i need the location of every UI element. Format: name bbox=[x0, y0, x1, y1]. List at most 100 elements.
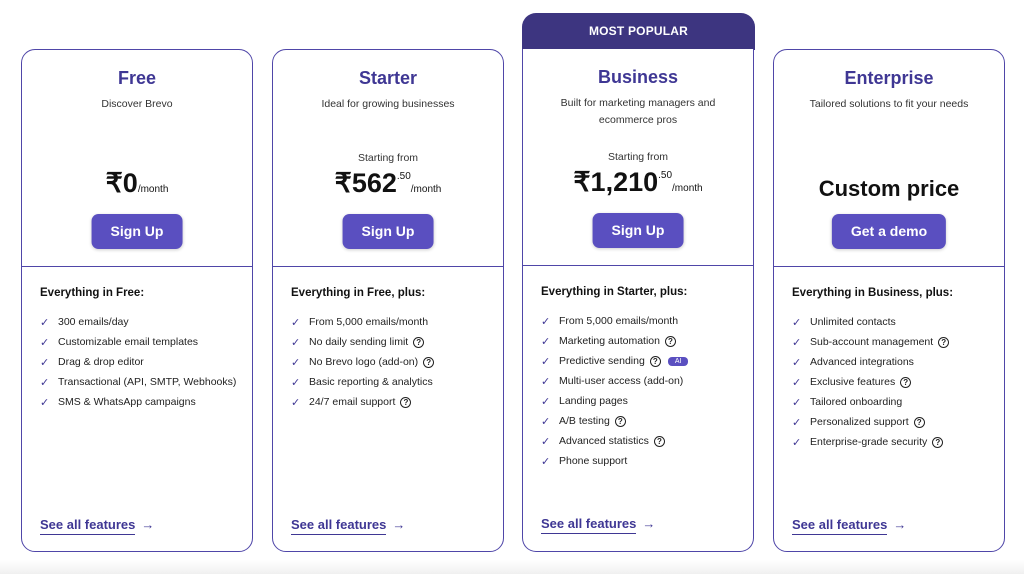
feature-text: Phone support bbox=[559, 455, 628, 467]
feature-text: Marketing automation bbox=[559, 335, 660, 347]
sign-up-button[interactable]: Sign Up bbox=[342, 214, 434, 249]
feature-item: ✓ From 5,000 emails/month bbox=[541, 311, 688, 331]
help-icon[interactable]: ? bbox=[423, 356, 435, 368]
help-icon[interactable]: ? bbox=[900, 376, 912, 388]
feature-item: ✓ Landing pages bbox=[541, 391, 688, 411]
feature-list: ✓ 300 emails/day ✓ Customizable email templ… bbox=[40, 312, 236, 412]
help-icon[interactable]: ? bbox=[653, 435, 665, 447]
check-icon: ✓ bbox=[291, 376, 301, 389]
feature-item: ✓ SMS & WhatsApp campaigns bbox=[40, 392, 236, 412]
check-icon: ✓ bbox=[541, 335, 551, 348]
help-icon[interactable]: ? bbox=[649, 355, 661, 367]
help-icon[interactable]: ? bbox=[614, 415, 626, 427]
feature-text: Landing pages bbox=[559, 395, 628, 407]
divider bbox=[774, 266, 1004, 267]
feature-text: 300 emails/day bbox=[58, 316, 129, 328]
feature-item: ✓ 24/7 email support? bbox=[291, 392, 434, 412]
plan-price: ₹1,210.50/month bbox=[523, 167, 753, 198]
feature-item: ✓ No daily sending limit? bbox=[291, 332, 434, 352]
feature-text: SMS & WhatsApp campaigns bbox=[58, 396, 196, 408]
arrow-right-icon: → bbox=[893, 517, 907, 532]
feature-text: Enterprise-grade security bbox=[810, 436, 928, 448]
help-icon[interactable]: ? bbox=[932, 436, 944, 448]
feature-item: ✓ Marketing automation? bbox=[541, 331, 688, 351]
feature-item: ✓ Enterprise-grade security? bbox=[792, 432, 949, 452]
check-icon: ✓ bbox=[541, 315, 551, 328]
feature-item: ✓ Personalized support? bbox=[792, 412, 949, 432]
feature-text: No Brevo logo (add-on) bbox=[309, 356, 419, 368]
feature-item: ✓ Multi-user access (add-on) bbox=[541, 371, 688, 391]
plan-price: ₹562.50/month bbox=[273, 168, 503, 199]
check-icon: ✓ bbox=[792, 396, 802, 409]
feature-text: From 5,000 emails/month bbox=[559, 315, 679, 327]
feature-item: ✓ Basic reporting & analytics bbox=[291, 372, 434, 392]
check-icon: ✓ bbox=[792, 376, 802, 389]
check-icon: ✓ bbox=[541, 355, 551, 368]
see-all-label: See all features bbox=[541, 516, 637, 534]
features-heading: Everything in Free: bbox=[40, 287, 145, 299]
check-icon: ✓ bbox=[291, 336, 301, 349]
price-amount: ₹1,210 bbox=[573, 167, 659, 197]
feature-text: From 5,000 emails/month bbox=[309, 316, 429, 328]
check-icon: ✓ bbox=[792, 356, 802, 369]
price-cents: .50 bbox=[658, 170, 673, 181]
feature-item: ✓ Phone support bbox=[541, 451, 688, 471]
feature-item: ✓ Unlimited contacts bbox=[792, 312, 949, 332]
arrow-right-icon: → bbox=[141, 517, 155, 532]
feature-item: ✓ Advanced integrations bbox=[792, 352, 949, 372]
sign-up-button[interactable]: Sign Up bbox=[592, 213, 684, 248]
feature-item: ✓ A/B testing? bbox=[541, 411, 688, 431]
price-amount: ₹562 bbox=[334, 168, 397, 198]
get-a-demo-button[interactable]: Get a demo bbox=[831, 214, 947, 249]
plan-name: Starter bbox=[358, 68, 418, 88]
price-period: /month bbox=[672, 183, 703, 194]
help-icon[interactable]: ? bbox=[413, 336, 425, 348]
features-heading: Everything in Business, plus: bbox=[792, 287, 954, 299]
starting-from-label: Starting from bbox=[607, 151, 669, 163]
feature-list: ✓ Unlimited contacts ✓ Sub-account manageme… bbox=[792, 312, 950, 452]
plan-subtitle: Discover Brevo bbox=[101, 98, 173, 110]
check-icon: ✓ bbox=[792, 316, 802, 329]
feature-item: ✓ Advanced statistics? bbox=[541, 431, 688, 451]
feature-text: Advanced integrations bbox=[810, 356, 914, 368]
sign-up-button[interactable]: Sign Up bbox=[91, 214, 183, 249]
check-icon: ✓ bbox=[40, 316, 50, 329]
plan-subtitle: Built for marketing managers and ecommer… bbox=[560, 97, 716, 126]
see-all-features-link[interactable]: See all features → bbox=[541, 516, 655, 534]
feature-text: Unlimited contacts bbox=[810, 316, 896, 328]
help-icon[interactable]: ? bbox=[938, 336, 950, 348]
feature-item: ✓ No Brevo logo (add-on)? bbox=[291, 352, 435, 372]
feature-text: Exclusive features bbox=[810, 376, 896, 388]
starting-from-label: Starting from bbox=[357, 152, 419, 164]
see-all-features-link[interactable]: See all features → bbox=[792, 517, 907, 535]
feature-text: A/B testing bbox=[559, 415, 610, 427]
plan-card-starter: Starter Ideal for growing businesses Star… bbox=[272, 49, 504, 552]
check-icon: ✓ bbox=[541, 395, 551, 408]
plan-card-free: Free Discover Brevo ₹0/month Sign Up Every… bbox=[21, 49, 253, 552]
feature-text: Multi-user access (add-on) bbox=[559, 375, 684, 387]
price-amount: ₹0 bbox=[105, 168, 138, 198]
help-icon[interactable]: ? bbox=[400, 396, 412, 408]
plan-subtitle: Tailored solutions to fit your needs bbox=[809, 98, 969, 110]
plan-name: Enterprise bbox=[844, 68, 934, 88]
feature-text: No daily sending limit bbox=[309, 336, 409, 348]
plan-subtitle: Ideal for growing businesses bbox=[321, 98, 455, 110]
plan-price: ₹0/month bbox=[22, 168, 252, 199]
check-icon: ✓ bbox=[40, 356, 50, 369]
feature-text: Sub-account management bbox=[810, 336, 934, 348]
plan-card-enterprise: Enterprise Tailored solutions to fit you… bbox=[773, 49, 1005, 552]
see-all-features-link[interactable]: See all features → bbox=[40, 517, 155, 535]
see-all-label: See all features bbox=[792, 517, 888, 535]
help-icon[interactable]: ? bbox=[664, 335, 676, 347]
check-icon: ✓ bbox=[792, 416, 802, 429]
features-heading: Everything in Free, plus: bbox=[291, 287, 426, 299]
check-icon: ✓ bbox=[40, 336, 50, 349]
feature-text: Basic reporting & analytics bbox=[309, 376, 433, 388]
feature-item: ✓ Sub-account management? bbox=[792, 332, 950, 352]
plan-name: Free bbox=[117, 68, 157, 88]
see-all-features-link[interactable]: See all features → bbox=[291, 517, 405, 535]
help-icon[interactable]: ? bbox=[913, 416, 925, 428]
bottom-shadow bbox=[0, 560, 1024, 574]
check-icon: ✓ bbox=[291, 356, 301, 369]
custom-price: Custom price bbox=[818, 176, 960, 201]
